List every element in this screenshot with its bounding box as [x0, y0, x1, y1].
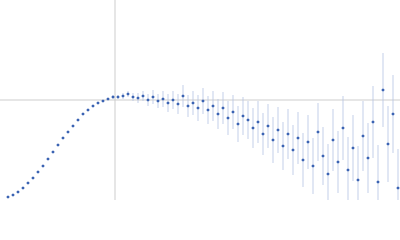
data-point	[221, 106, 225, 110]
data-point	[131, 95, 135, 99]
data-point	[91, 104, 95, 108]
data-point	[51, 150, 55, 154]
data-point	[71, 124, 75, 128]
data-point	[61, 136, 65, 140]
data-point	[21, 186, 25, 190]
data-point	[181, 94, 185, 98]
data-point	[81, 112, 85, 116]
data-point	[306, 140, 310, 144]
data-point	[241, 114, 245, 118]
data-point	[76, 118, 80, 122]
data-point	[156, 99, 160, 103]
data-point	[271, 138, 275, 142]
data-point	[236, 122, 240, 126]
data-point	[281, 144, 285, 148]
data-point	[341, 126, 345, 130]
data-point	[356, 178, 360, 182]
data-point	[6, 195, 10, 199]
chart	[0, 0, 400, 200]
data-point	[166, 101, 170, 105]
data-point	[66, 130, 70, 134]
data-point	[286, 132, 290, 136]
data-point	[106, 97, 110, 101]
data-point	[266, 124, 270, 128]
data-point	[366, 156, 370, 160]
data-point	[111, 95, 115, 99]
data-point	[26, 181, 30, 185]
data-point	[56, 143, 60, 147]
data-point	[211, 104, 215, 108]
data-point	[41, 164, 45, 168]
data-point	[256, 120, 260, 124]
data-point	[371, 120, 375, 124]
data-point	[216, 112, 220, 116]
data-point	[381, 88, 385, 92]
data-point	[376, 180, 380, 184]
data-point	[151, 95, 155, 99]
data-point	[186, 104, 190, 108]
data-point	[391, 112, 395, 116]
data-point	[11, 193, 15, 197]
data-point	[136, 96, 140, 100]
data-point	[36, 170, 40, 174]
data-point	[121, 94, 125, 98]
data-point	[346, 168, 350, 172]
data-point	[86, 108, 90, 112]
data-point	[311, 164, 315, 168]
data-point	[251, 126, 255, 130]
data-point	[321, 154, 325, 158]
data-point	[331, 138, 335, 142]
data-point	[361, 134, 365, 138]
data-point	[396, 186, 400, 190]
data-point	[291, 148, 295, 152]
data-point	[206, 108, 210, 112]
data-point	[316, 130, 320, 134]
data-point	[326, 172, 330, 176]
data-point	[96, 101, 100, 105]
data-point	[246, 118, 250, 122]
data-point	[386, 142, 390, 146]
data-point	[201, 99, 205, 103]
data-point	[46, 157, 50, 161]
data-point	[276, 128, 280, 132]
data-point	[141, 94, 145, 98]
data-point	[351, 146, 355, 150]
data-point	[226, 116, 230, 120]
data-point	[101, 99, 105, 103]
data-point	[261, 132, 265, 136]
data-point	[196, 106, 200, 110]
data-point	[161, 97, 165, 101]
data-point	[191, 101, 195, 105]
data-point	[116, 95, 120, 99]
data-point	[176, 102, 180, 106]
data-point	[296, 136, 300, 140]
data-point	[126, 92, 130, 96]
data-point	[171, 98, 175, 102]
data-point	[336, 160, 340, 164]
data-point	[146, 98, 150, 102]
data-point	[231, 110, 235, 114]
data-point	[31, 176, 35, 180]
data-point	[301, 158, 305, 162]
data-point	[16, 190, 20, 194]
